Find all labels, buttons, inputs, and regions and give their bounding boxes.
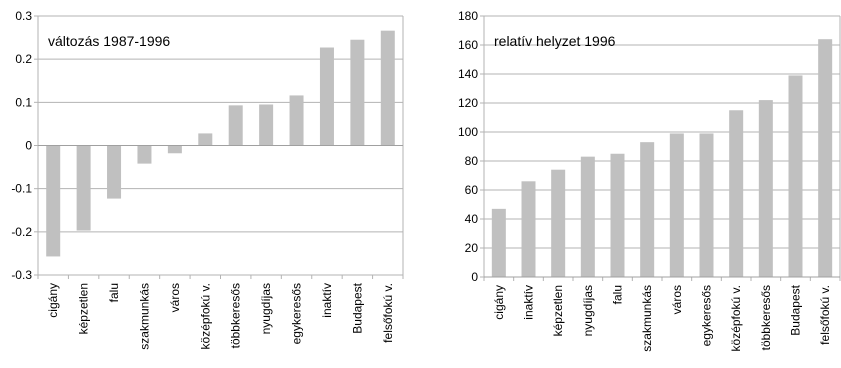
- bar-12: [818, 39, 833, 278]
- x-tick-label: nyugdíjas: [259, 283, 273, 334]
- chart-title: relatív helyzet 1996: [494, 33, 616, 49]
- y-tick-label: 100: [458, 125, 478, 139]
- x-tick-label: falu: [611, 285, 625, 304]
- bar-5: [610, 153, 625, 277]
- x-tick-label: cigány: [46, 283, 60, 318]
- y-tick-label: 40: [465, 212, 479, 226]
- bar-4: [580, 156, 595, 277]
- x-tick-label: város: [168, 283, 182, 312]
- x-tick-label: Budapest: [789, 284, 803, 335]
- y-tick-label: 80: [465, 154, 479, 168]
- x-tick-label: képzetlen: [77, 283, 91, 334]
- bar-2: [76, 145, 91, 231]
- bar-11: [788, 75, 803, 277]
- y-tick-label: 0.1: [15, 95, 32, 109]
- bar-12: [380, 30, 395, 146]
- y-tick-label: 0.2: [15, 52, 32, 66]
- y-tick-label: 0: [471, 270, 478, 284]
- x-tick-label: többkeresős: [229, 283, 243, 348]
- y-tick-label: 60: [465, 183, 479, 197]
- y-tick-label: 0.3: [15, 9, 32, 23]
- x-tick-label: képzetlen: [551, 285, 565, 336]
- x-tick-label: falu: [107, 283, 121, 302]
- x-tick-label: inaktív: [320, 283, 334, 318]
- chart-title: változás 1987-1996: [48, 33, 170, 49]
- bar-6: [198, 133, 213, 146]
- x-tick-label: cigány: [492, 285, 506, 320]
- y-tick-label: -0.3: [11, 268, 32, 282]
- bar-11: [350, 39, 365, 146]
- x-tick-label: nyugdíjas: [581, 285, 595, 336]
- bar-7: [669, 133, 684, 277]
- y-tick-label: 140: [458, 67, 478, 81]
- x-tick-label: felsőfokú v.: [818, 285, 832, 345]
- x-tick-label: szakmunkás: [640, 285, 654, 352]
- chart-2: 0 20 40 60 80 100 120 140 160 180 cigány inaktív kép…: [458, 9, 841, 352]
- bar-10: [319, 47, 334, 146]
- bar-1: [491, 208, 506, 277]
- y-tick-label: 20: [465, 241, 479, 255]
- x-tick-label: város: [670, 285, 684, 314]
- bar-6: [640, 142, 655, 277]
- x-tick-label: középfokú v.: [198, 283, 212, 349]
- x-tick-label: középfokú v.: [729, 285, 743, 351]
- y-tick-label: 120: [458, 96, 478, 110]
- bar-9: [289, 95, 304, 146]
- bar-3: [107, 145, 122, 199]
- bar-2: [521, 181, 536, 277]
- bar-9: [729, 110, 744, 277]
- bar-4: [137, 145, 152, 164]
- x-tick-label: egykeresős: [700, 285, 714, 346]
- x-tick-label: inaktív: [522, 285, 536, 320]
- bar-3: [551, 169, 566, 277]
- bar-7: [228, 105, 243, 146]
- bar-5: [167, 145, 182, 154]
- x-tick-label: Budapest: [350, 282, 364, 333]
- bar-8: [259, 104, 274, 146]
- bar-8: [699, 133, 714, 277]
- bar-1: [46, 145, 61, 257]
- chart-1: -0.3 -0.2 -0.1 0 0.1 0.2 0.3 cigány képzetlen fal…: [11, 9, 404, 350]
- y-tick-label: 180: [458, 9, 478, 23]
- y-tick-label: 0: [25, 139, 32, 153]
- y-tick-label: -0.1: [11, 182, 32, 196]
- y-tick-label: 160: [458, 38, 478, 52]
- x-tick-label: felsőfokú v.: [381, 283, 395, 343]
- x-tick-label: egykeresős: [290, 283, 304, 344]
- x-tick-label: többkeresős: [759, 285, 773, 350]
- bar-10: [758, 100, 773, 277]
- y-tick-label: -0.2: [11, 225, 32, 239]
- x-tick-label: szakmunkás: [137, 283, 151, 350]
